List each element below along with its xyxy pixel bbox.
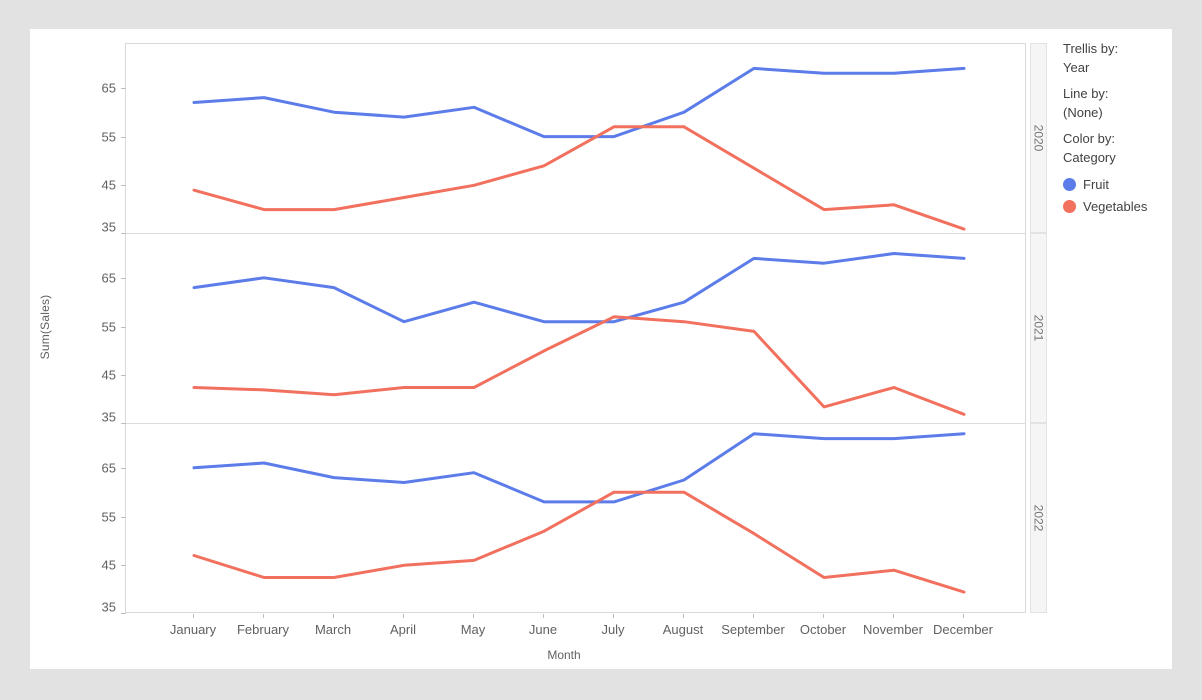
x-tick-mark — [193, 614, 194, 618]
trellis-by-label: Trellis by: — [1063, 41, 1119, 56]
y-tick-mark — [121, 468, 126, 469]
x-tick-mark — [403, 614, 404, 618]
x-axis-title: Month — [547, 648, 581, 662]
legend-panel: Trellis by: Year Line by: (None) Color b… — [1063, 39, 1168, 221]
trellis-panel-2022[interactable]: 65 55 45 35 — [102, 424, 1027, 615]
legend-item-label: Vegetables — [1083, 199, 1148, 214]
y-axis-title: Sum(Sales) — [38, 294, 52, 360]
y-tick-label: 35 — [101, 599, 116, 615]
y-tick-label: 45 — [101, 367, 116, 383]
x-tick-mark — [823, 614, 824, 618]
y-tick-label: 65 — [101, 80, 116, 96]
line-by-label: Line by: — [1063, 86, 1109, 101]
y-tick-mark — [121, 88, 126, 89]
x-tick-mark — [893, 614, 894, 618]
x-axis: January February March April May June July Augu… — [125, 614, 1026, 644]
legend-color-dot-fruit — [1063, 178, 1076, 191]
y-tick-mark — [121, 137, 126, 138]
y-tick-mark — [121, 613, 126, 614]
y-tick-mark — [121, 565, 126, 566]
line-vegetables-2021[interactable] — [192, 315, 966, 416]
trellis-strip-2020: 2020 — [1030, 43, 1047, 233]
y-tick-label: 65 — [101, 460, 116, 476]
legend-items: Fruit Vegetables — [1063, 177, 1168, 214]
legend-item-label: Fruit — [1083, 177, 1109, 192]
x-tick-mark — [753, 614, 754, 618]
x-tick-mark — [263, 614, 264, 618]
x-tick-mark — [473, 614, 474, 618]
month-label-april: April — [389, 622, 417, 637]
month-label-january: January — [169, 622, 217, 637]
trellis-panel-2020[interactable]: 65 55 45 35 — [102, 44, 1027, 235]
trellis-by-value[interactable]: Year — [1063, 60, 1090, 75]
panel-canvas-2020[interactable] — [126, 44, 1027, 234]
legend-item-vegetables[interactable]: Vegetables — [1063, 199, 1168, 214]
color-by-label: Color by: — [1063, 131, 1116, 146]
trellis-strip-2022: 2022 — [1030, 423, 1047, 613]
month-label-february: February — [236, 622, 290, 637]
line-by-value[interactable]: (None) — [1063, 105, 1103, 120]
trellis-strip-label: 2021 — [1031, 314, 1046, 342]
y-tick-label: 55 — [101, 129, 116, 145]
legend-color-dot-vegetables — [1063, 200, 1076, 213]
month-label-december: December — [933, 622, 993, 637]
y-tick-mark — [121, 327, 126, 328]
line-fruit-2022[interactable] — [192, 432, 966, 504]
line-vegetables-2022[interactable] — [192, 490, 966, 594]
y-tick-mark — [121, 375, 126, 376]
y-tick-label: 45 — [101, 557, 116, 573]
trellis-strip-2021: 2021 — [1030, 233, 1047, 423]
month-label-october: October — [799, 622, 847, 637]
y-tick-mark — [121, 278, 126, 279]
line-fruit-2020[interactable] — [192, 66, 966, 139]
y-tick-label: 55 — [101, 509, 116, 525]
month-label-march: March — [314, 622, 352, 637]
legend-color-group: Color by: Category — [1063, 129, 1168, 167]
plot-area[interactable]: 65 55 45 35 65 55 45 35 65 55 45 35 — [102, 43, 1027, 615]
legend-trellis-group: Trellis by: Year — [1063, 39, 1168, 77]
trellis-strip-label: 2020 — [1031, 124, 1046, 152]
y-tick-label: 35 — [101, 409, 116, 425]
y-tick-label: 65 — [101, 270, 116, 286]
y-tick-label: 35 — [101, 219, 116, 235]
x-tick-mark — [683, 614, 684, 618]
trellis-panel-2021[interactable]: 65 55 45 35 — [102, 234, 1027, 425]
y-tick-label: 55 — [101, 319, 116, 335]
month-label-august: August — [662, 622, 704, 637]
y-tick-mark — [121, 423, 126, 424]
y-tick-mark — [121, 233, 126, 234]
x-tick-mark — [613, 614, 614, 618]
y-tick-mark — [121, 517, 126, 518]
month-label-september: September — [721, 622, 785, 637]
panel-canvas-2022[interactable] — [126, 424, 1027, 614]
line-vegetables-2020[interactable] — [192, 125, 966, 231]
x-tick-mark — [963, 614, 964, 618]
y-tick-mark — [121, 185, 126, 186]
x-tick-mark — [333, 614, 334, 618]
month-label-november: November — [863, 622, 923, 637]
month-label-june: June — [528, 622, 558, 637]
month-label-july: July — [601, 622, 625, 637]
legend-item-fruit[interactable]: Fruit — [1063, 177, 1168, 192]
month-label-may: May — [460, 622, 486, 637]
x-tick-mark — [543, 614, 544, 618]
color-by-value[interactable]: Category — [1063, 150, 1116, 165]
legend-line-group: Line by: (None) — [1063, 84, 1168, 122]
line-fruit-2021[interactable] — [192, 252, 966, 324]
visualization-card: Sum(Sales) 65 55 45 35 65 55 45 35 65 55 45 35 2020… — [30, 29, 1172, 669]
trellis-strip-label: 2022 — [1031, 504, 1046, 532]
y-tick-label: 45 — [101, 177, 116, 193]
panel-canvas-2021[interactable] — [126, 234, 1027, 424]
